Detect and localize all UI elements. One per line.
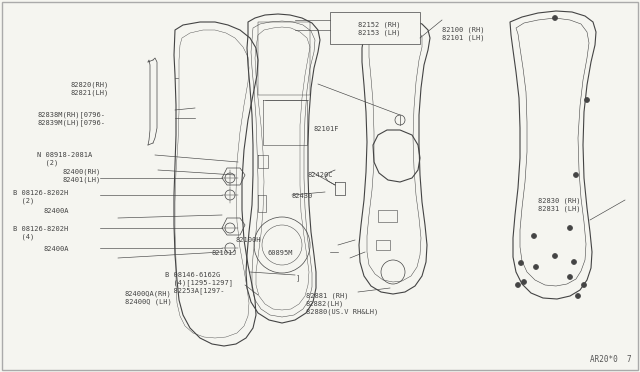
Text: 82400A: 82400A xyxy=(44,208,69,214)
Text: N 08918-2081A
  (2): N 08918-2081A (2) xyxy=(37,152,92,166)
Text: AR20*0  7: AR20*0 7 xyxy=(590,355,632,364)
Circle shape xyxy=(534,264,538,269)
Text: 82152 (RH)
82153 (LH): 82152 (RH) 82153 (LH) xyxy=(358,22,401,36)
Circle shape xyxy=(568,275,573,279)
Text: 82100H: 82100H xyxy=(236,237,261,243)
Text: B 08126-8202H
  (2): B 08126-8202H (2) xyxy=(13,190,68,204)
Text: 82400QA(RH)
82400Q (LH): 82400QA(RH) 82400Q (LH) xyxy=(125,291,172,305)
Text: 82400(RH)
82401(LH): 82400(RH) 82401(LH) xyxy=(63,168,101,183)
Circle shape xyxy=(573,173,579,177)
Text: 82830 (RH)
82831 (LH): 82830 (RH) 82831 (LH) xyxy=(538,197,580,212)
Text: B 08126-8202H
  (4): B 08126-8202H (4) xyxy=(13,226,68,240)
Text: 82101F: 82101F xyxy=(314,126,339,132)
Circle shape xyxy=(584,97,589,103)
Circle shape xyxy=(582,282,586,288)
Circle shape xyxy=(518,260,524,266)
Text: 82838M(RH)[0796-
82839M(LH)[0796-: 82838M(RH)[0796- 82839M(LH)[0796- xyxy=(37,111,105,126)
Text: B 08146-6162G
  (4)[1295-1297]
  82253A[1297-: B 08146-6162G (4)[1295-1297] 82253A[1297… xyxy=(165,272,233,294)
Text: 82101J: 82101J xyxy=(211,250,237,256)
Text: 82881 (RH)
82882(LH)
82880(US.V RH&LH): 82881 (RH) 82882(LH) 82880(US.V RH&LH) xyxy=(306,292,378,314)
Text: 82100 (RH)
82101 (LH): 82100 (RH) 82101 (LH) xyxy=(442,27,484,41)
Circle shape xyxy=(552,253,557,259)
Text: 82430: 82430 xyxy=(291,193,312,199)
Circle shape xyxy=(568,225,573,231)
Circle shape xyxy=(575,294,580,298)
Circle shape xyxy=(522,279,527,285)
Circle shape xyxy=(515,282,520,288)
Text: 60895M: 60895M xyxy=(268,250,293,256)
Circle shape xyxy=(552,16,557,20)
Bar xyxy=(330,12,420,44)
Text: ]: ] xyxy=(296,275,300,281)
Circle shape xyxy=(531,234,536,238)
Text: 82400A: 82400A xyxy=(44,246,69,252)
Text: 82420C: 82420C xyxy=(307,172,333,178)
Text: 82820(RH)
82821(LH): 82820(RH) 82821(LH) xyxy=(70,82,109,96)
Circle shape xyxy=(572,260,577,264)
